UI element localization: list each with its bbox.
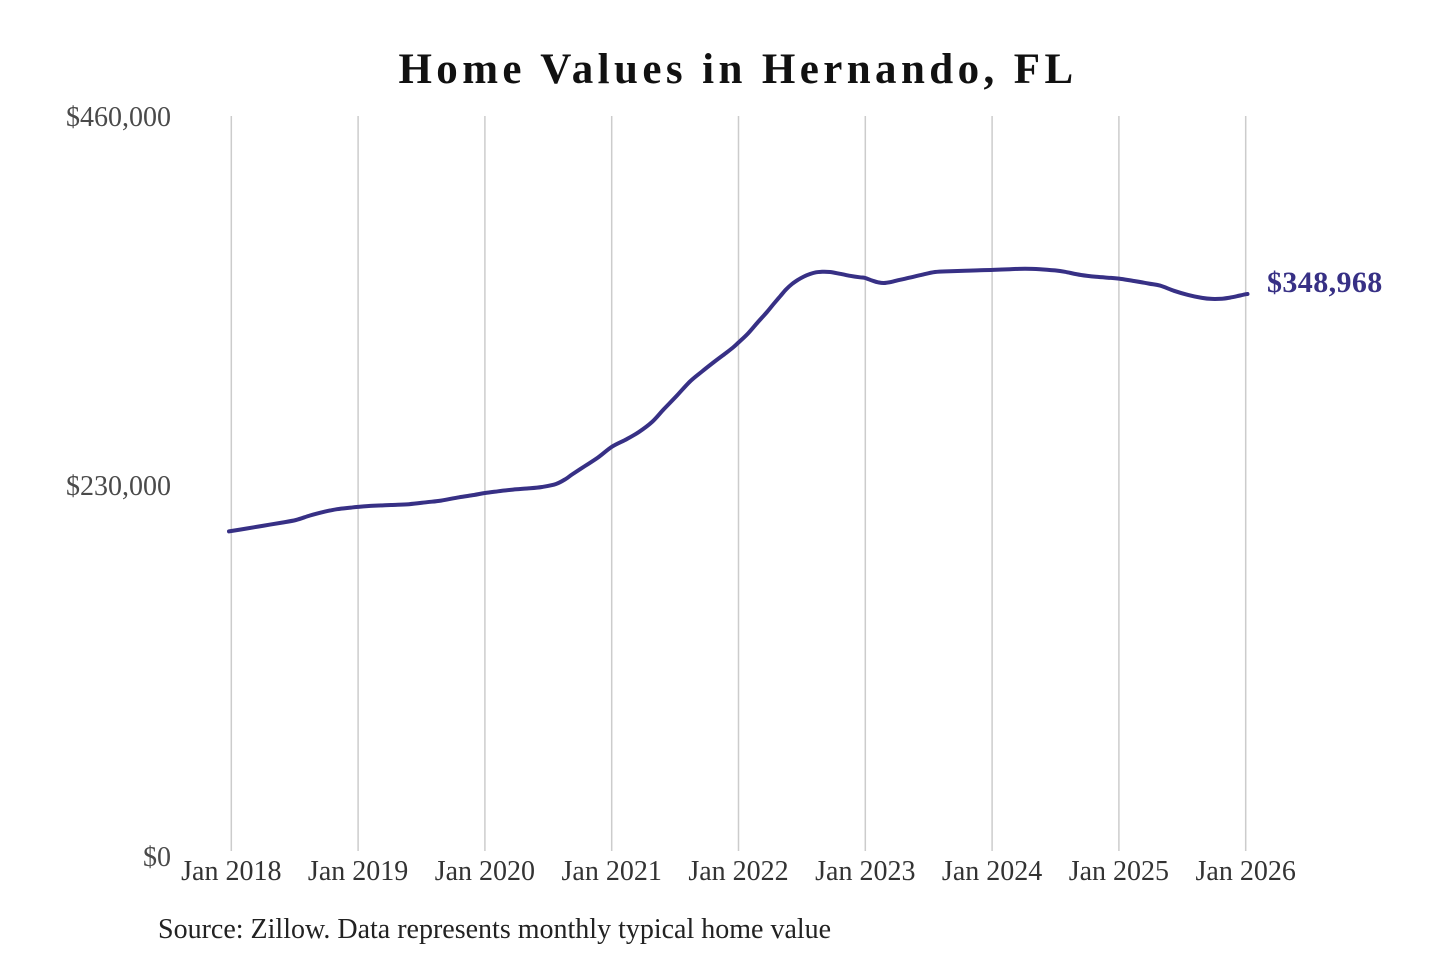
svg-text:$348,968: $348,968 bbox=[1267, 266, 1383, 299]
svg-text:Jan 2024: Jan 2024 bbox=[942, 856, 1042, 887]
svg-text:$230,000: $230,000 bbox=[66, 471, 171, 502]
svg-text:Source: Zillow. Data represent: Source: Zillow. Data represents monthly … bbox=[158, 914, 831, 945]
svg-text:Jan 2021: Jan 2021 bbox=[562, 856, 662, 887]
svg-text:Jan 2018: Jan 2018 bbox=[181, 856, 281, 887]
svg-text:Jan 2019: Jan 2019 bbox=[308, 856, 408, 887]
svg-text:Jan 2020: Jan 2020 bbox=[435, 856, 535, 887]
svg-text:Jan 2022: Jan 2022 bbox=[688, 856, 788, 887]
svg-text:Jan 2023: Jan 2023 bbox=[815, 856, 915, 887]
svg-text:Home Values in Hernando, FL: Home Values in Hernando, FL bbox=[398, 46, 1077, 93]
svg-text:Jan 2026: Jan 2026 bbox=[1196, 856, 1296, 887]
svg-text:Jan 2025: Jan 2025 bbox=[1069, 856, 1169, 887]
svg-text:$0: $0 bbox=[143, 842, 171, 873]
svg-text:$460,000: $460,000 bbox=[66, 102, 171, 133]
